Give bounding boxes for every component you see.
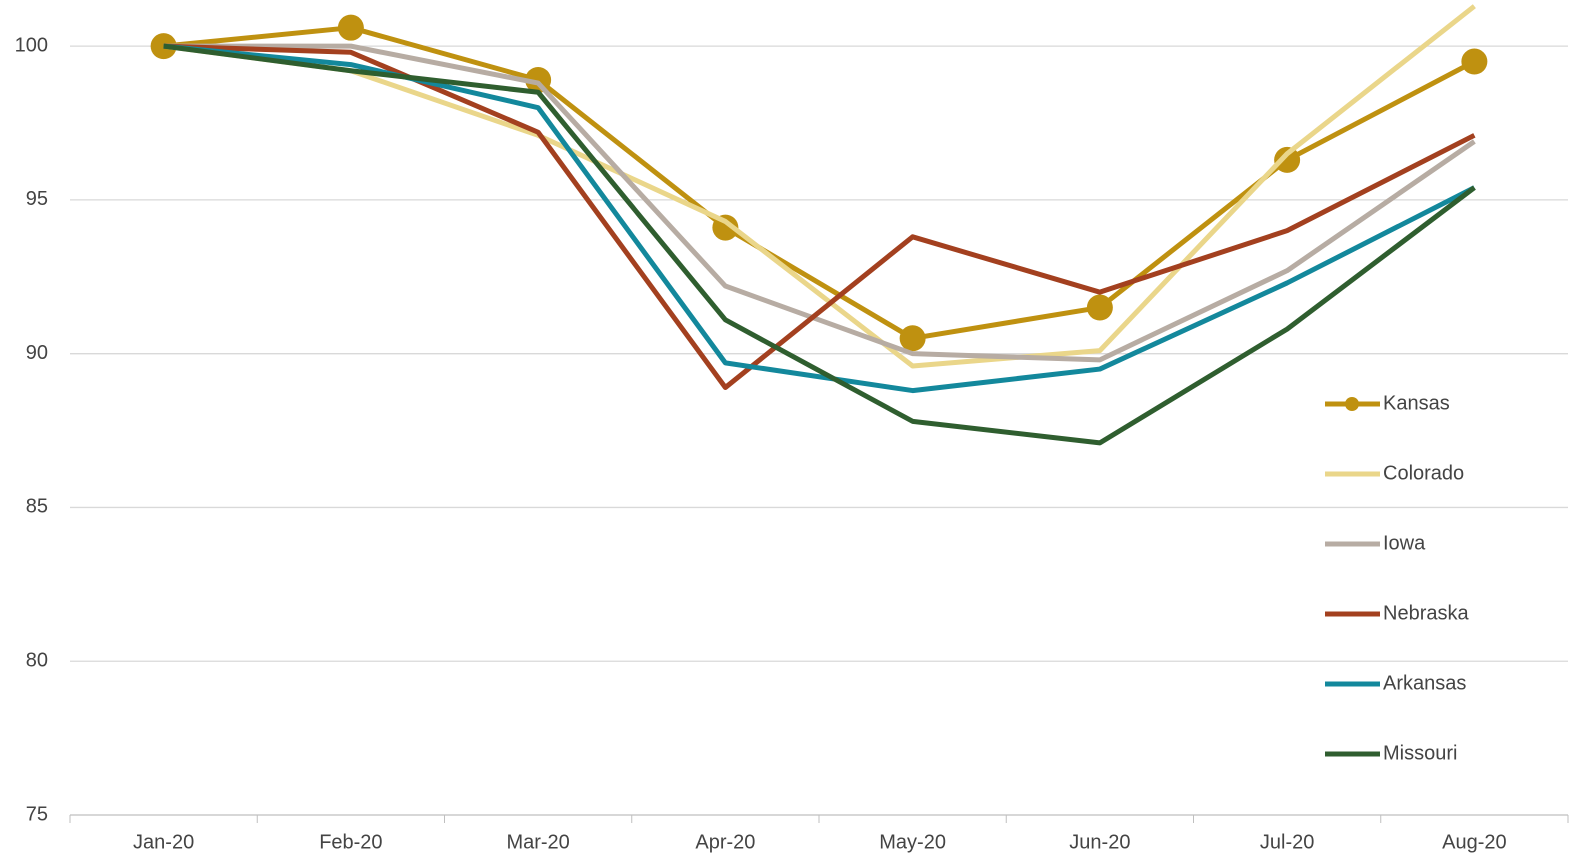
marker (1274, 146, 1301, 173)
series-line (163, 4, 1476, 369)
series-line (163, 43, 1476, 394)
legend-label: Missouri (1383, 742, 1457, 764)
x-tick-label: Jan-20 (133, 831, 194, 853)
legend-label: Nebraska (1383, 602, 1469, 624)
x-tick-label: Apr-20 (695, 831, 755, 853)
marker (337, 14, 364, 41)
x-tick-label: May-20 (879, 831, 946, 853)
x-tick-label: Feb-20 (319, 831, 382, 853)
x-tick-label: Jul-20 (1260, 831, 1314, 853)
x-tick-label: Aug-20 (1442, 831, 1507, 853)
x-tick-label: Jun-20 (1069, 831, 1130, 853)
legend-label: Kansas (1383, 392, 1450, 414)
marker (1461, 48, 1488, 75)
series-line (163, 43, 1476, 363)
marker (1086, 294, 1113, 321)
y-tick-label: 90 (26, 342, 48, 364)
legend-label: Colorado (1383, 462, 1464, 484)
legend-label: Iowa (1383, 532, 1426, 554)
legend-label: Arkansas (1383, 672, 1466, 694)
series-line (163, 43, 1476, 391)
series-line (163, 43, 1476, 446)
legend-marker (1345, 397, 1359, 411)
marker (899, 325, 926, 352)
y-tick-label: 75 (26, 803, 48, 825)
x-tick-label: Mar-20 (506, 831, 569, 853)
y-tick-label: 80 (26, 650, 48, 672)
y-tick-label: 95 (26, 188, 48, 210)
y-tick-label: 100 (15, 34, 48, 56)
y-tick-label: 85 (26, 496, 48, 518)
